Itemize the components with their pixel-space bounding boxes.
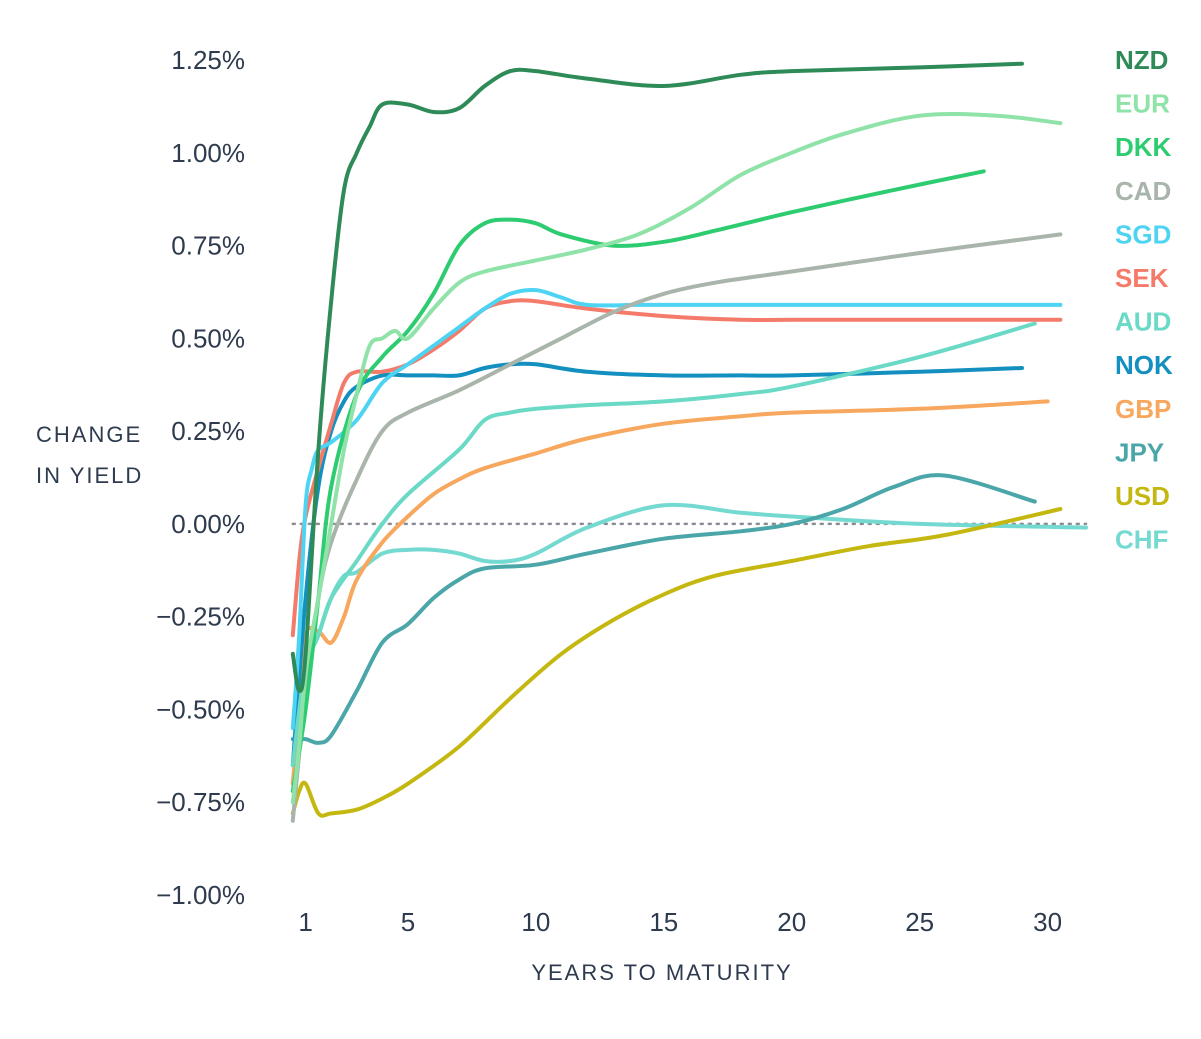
legend: NZD EUR DKK CAD SGD SEK AUD NOK GBP JPY USD CHF	[1115, 45, 1173, 555]
series-lines	[290, 61, 1088, 823]
series-line-usd	[290, 507, 1063, 818]
legend-entry-nzd: NZD	[1115, 45, 1168, 75]
y-axis-label-line-2: IN YIELD	[36, 463, 143, 488]
y-tick-label: −1.00%	[156, 880, 245, 910]
y-tick-label: 0.50%	[171, 323, 245, 353]
y-tick-label: 0.00%	[171, 509, 245, 539]
legend-entry-sgd: SGD	[1115, 219, 1171, 249]
legend-entry-jpy: JPY	[1115, 437, 1164, 467]
legend-entry-gbp: GBP	[1115, 394, 1171, 424]
y-tick-label: 0.25%	[171, 416, 245, 446]
legend-entry-dkk: DKK	[1115, 132, 1172, 162]
legend-entry-sek: SEK	[1115, 263, 1169, 293]
legend-entry-eur: EUR	[1115, 89, 1170, 119]
y-tick-label: 1.25%	[171, 45, 245, 75]
series-line-nzd	[290, 61, 1024, 693]
legend-entry-cad: CAD	[1115, 176, 1171, 206]
y-axis-ticks: 1.25% 1.00% 0.75% 0.50% 0.25% 0.00% −0.25% −0.5…	[156, 45, 245, 910]
x-axis-ticks: 1 5 10 15 20 25 30	[298, 907, 1062, 937]
legend-entry-aud: AUD	[1115, 307, 1171, 337]
x-tick-label: 30	[1033, 907, 1062, 937]
y-tick-label: −0.25%	[156, 602, 245, 632]
series-line-sek	[290, 298, 1063, 638]
series-line-cad	[290, 232, 1063, 823]
series-line-sgd	[290, 287, 1063, 730]
series-line-eur	[290, 111, 1063, 805]
x-tick-label: 15	[649, 907, 678, 937]
legend-entry-chf: CHF	[1115, 525, 1168, 555]
y-tick-label: −0.50%	[156, 694, 245, 724]
y-axis-label-line-1: CHANGE	[36, 422, 142, 447]
x-tick-label: 10	[521, 907, 550, 937]
legend-entry-usd: USD	[1115, 481, 1170, 511]
x-tick-label: 1	[298, 907, 312, 937]
series-line-dkk	[290, 169, 986, 794]
series-line-nok	[290, 361, 1024, 768]
x-tick-label: 5	[401, 907, 415, 937]
y-tick-label: −0.75%	[156, 787, 245, 817]
series-line-chf	[290, 502, 1088, 786]
y-tick-label: 1.00%	[171, 138, 245, 168]
x-tick-label: 20	[777, 907, 806, 937]
series-line-aud	[290, 321, 1037, 768]
y-tick-label: 0.75%	[171, 231, 245, 261]
series-line-jpy	[290, 473, 1037, 745]
x-axis-label: YEARS TO MATURITY	[531, 960, 792, 985]
legend-entry-nok: NOK	[1115, 350, 1173, 380]
x-tick-label: 25	[905, 907, 934, 937]
